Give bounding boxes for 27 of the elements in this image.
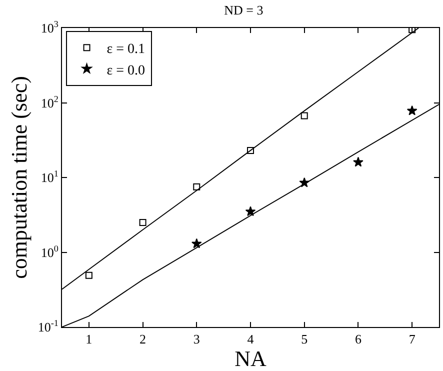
point — [300, 112, 308, 120]
point — [408, 28, 416, 34]
x-tick-label: 4 — [247, 332, 254, 347]
x-tick-label: 3 — [193, 332, 200, 347]
point — [247, 146, 254, 154]
point — [406, 105, 418, 116]
y-tick-label: 10$^{0}$ — [40, 243, 59, 260]
point — [353, 156, 364, 167]
x-tick-label: 5 — [301, 332, 308, 347]
point — [191, 238, 202, 248]
point — [245, 206, 256, 216]
x-tick-label: 1 — [86, 332, 92, 347]
legend-label: ε = 0.1 — [106, 42, 146, 58]
y-tick-label: 10$^{2}$ — [40, 94, 59, 110]
x-tick-label: 7 — [408, 332, 416, 347]
legend-label: ε = 0.0 — [106, 63, 146, 78]
chart-title: ND = 3 — [224, 2, 264, 18]
point — [193, 183, 200, 190]
point — [139, 219, 146, 226]
point — [85, 272, 92, 279]
x-tick-label: 2 — [140, 332, 146, 347]
x-tick-label: 6 — [354, 332, 362, 347]
y-tick-label: 10$^{-1}$ — [38, 318, 58, 335]
y-tick-label: 10$^{1}$ — [40, 168, 58, 186]
x-axis-title: NA — [234, 346, 266, 371]
y-tick-label: 10$^{3}$ — [40, 19, 59, 36]
y-axis-title: computation time (sec) — [6, 76, 32, 279]
